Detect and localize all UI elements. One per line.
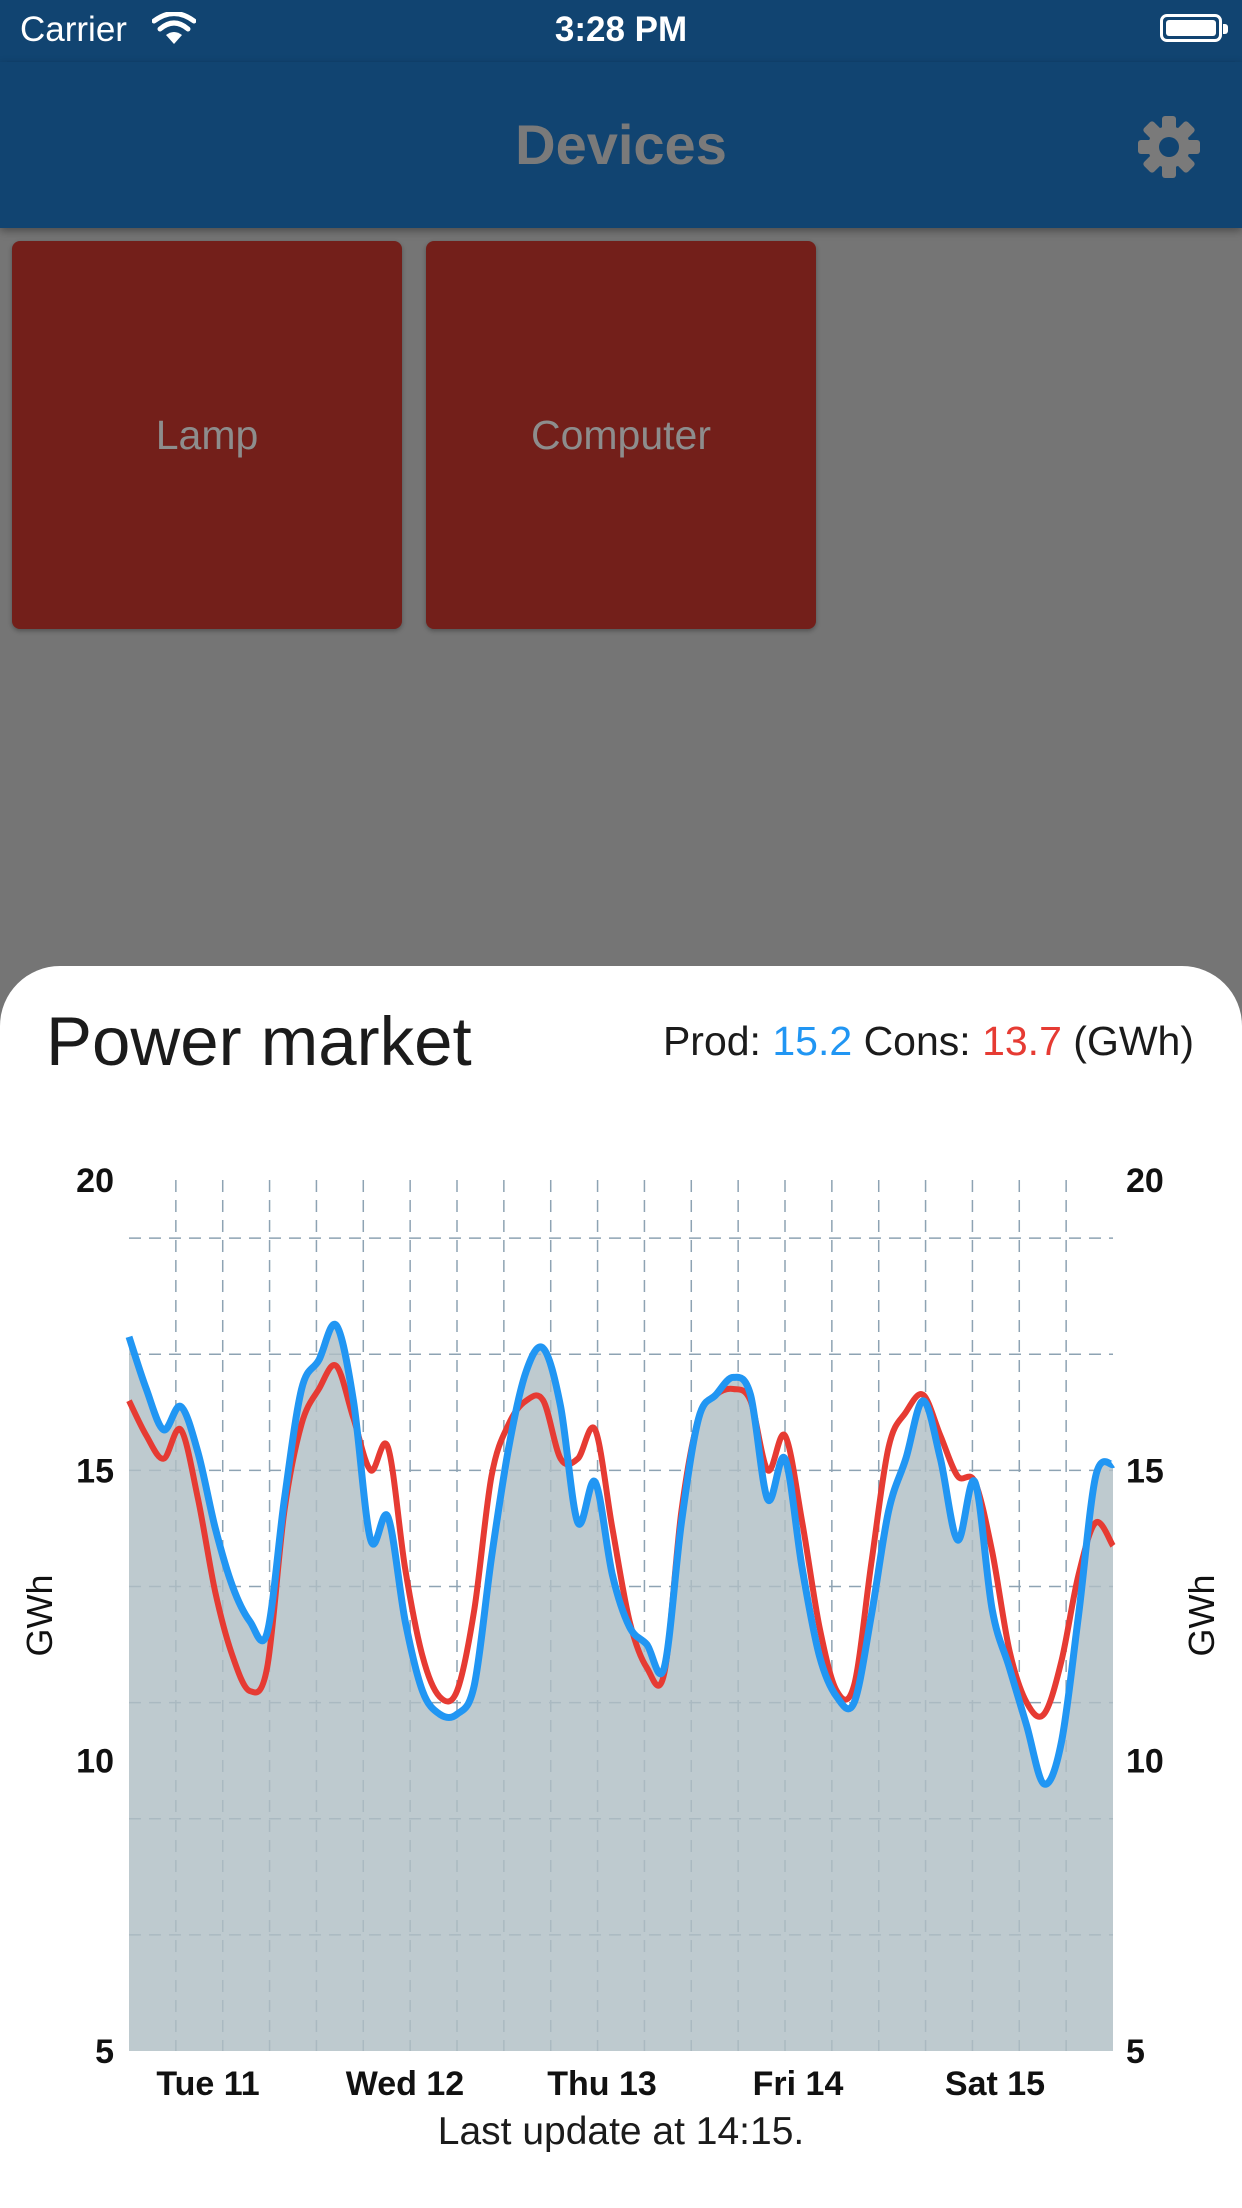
y-tick-right: 5 [1126, 2033, 1145, 2071]
y-tick-left: 20 [76, 1162, 114, 1200]
app-bar: Devices [0, 62, 1242, 228]
carrier-label: Carrier [20, 10, 127, 49]
x-tick-label: Sat 15 [945, 2065, 1045, 2103]
prod-label: Prod: [662, 1018, 761, 1064]
production-area [129, 1324, 1113, 2051]
y-axis-label-right: GWh [1181, 1574, 1222, 1656]
status-bar: Carrier 3:28 PM [0, 0, 1242, 62]
page-title: Devices [515, 113, 727, 176]
power-market-chart: 20 20 15 15 10 10 5 5 Tue 11 Wed 12 Thu 13 Fri 14 Sa… [19, 1162, 1222, 2103]
y-tick-left: 15 [76, 1452, 114, 1490]
y-tick-right: 20 [1126, 1162, 1164, 1200]
y-tick-right: 10 [1126, 1743, 1164, 1781]
axis-ticks: 20 20 15 15 10 10 5 5 Tue 11 Wed 12 Thu 13 Fri 14 Sa… [19, 1162, 1222, 2103]
x-tick-label: Tue 11 [156, 2065, 259, 2103]
panel-title: Power market [46, 1003, 472, 1080]
y-tick-left: 5 [95, 2033, 114, 2071]
prod-value: 15.2 [772, 1018, 853, 1064]
wifi-icon [152, 12, 196, 44]
cons-value: 13.7 [982, 1018, 1062, 1064]
power-market-sheet[interactable]: Power market Prod: 15.2 Cons: 13.7 (GWh)… [0, 966, 1242, 2208]
gear-icon[interactable] [1136, 114, 1202, 180]
device-label-lamp: Lamp [155, 411, 259, 458]
x-tick-label: Thu 13 [547, 2065, 657, 2103]
production-line [125, 1320, 1115, 1788]
unit-label: (GWh) [1073, 1018, 1194, 1064]
cons-label: Cons: [863, 1018, 971, 1064]
battery-icon [1160, 14, 1228, 42]
y-tick-right: 15 [1126, 1452, 1164, 1490]
device-tile-lamp[interactable]: Lamp [12, 241, 402, 629]
device-tile-computer[interactable]: Computer [426, 241, 816, 629]
production-consumption-summary: Prod: 15.2 Cons: 13.7 (GWh) [663, 1018, 1194, 1065]
device-label-computer: Computer [530, 411, 711, 458]
last-update-label: Last update at 14:15. [437, 2110, 805, 2153]
x-tick-label: Wed 12 [346, 2065, 464, 2103]
x-tick-label: Fri 14 [753, 2065, 844, 2103]
y-tick-left: 10 [76, 1743, 114, 1781]
clock: 3:28 PM [554, 10, 688, 49]
y-axis-label-left: GWh [19, 1574, 60, 1656]
